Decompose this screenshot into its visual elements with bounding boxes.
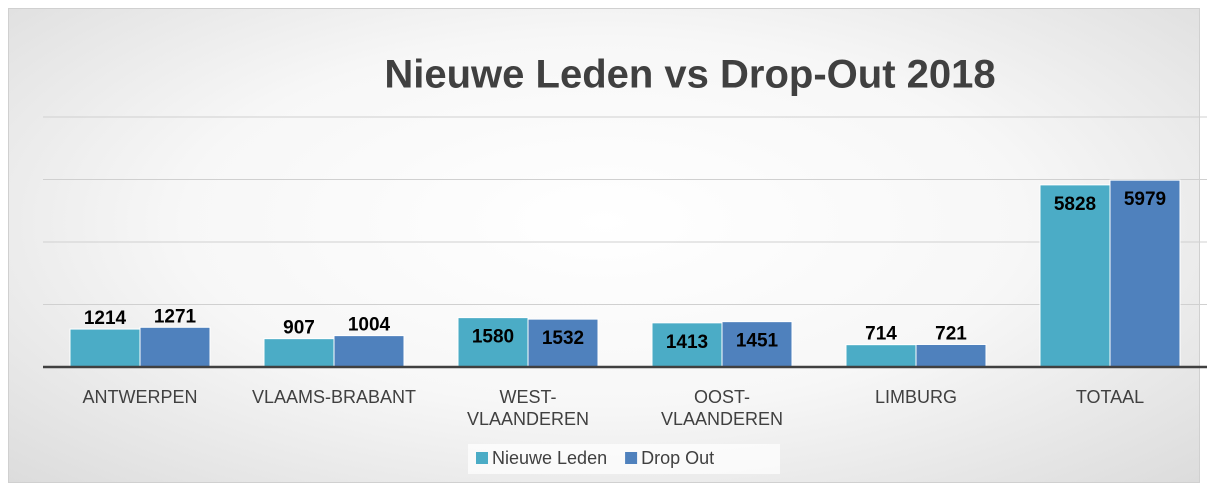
data-label: 1580 (472, 327, 514, 348)
x-tick-label: VLAAMS-BRABANT (251, 387, 417, 407)
chart-title: Nieuwe Leden vs Drop-Out 2018 (384, 53, 995, 97)
data-label: 907 (283, 318, 315, 339)
bar (457, 317, 529, 368)
bar (527, 318, 599, 368)
bar (915, 343, 987, 368)
legend-swatch (625, 452, 638, 464)
bar (1039, 184, 1111, 368)
x-tick-label: OOST- VLAANDEREN (660, 387, 784, 429)
data-label: 721 (935, 323, 967, 344)
data-label: 5828 (1054, 194, 1096, 215)
legend-background (468, 444, 780, 474)
bar (721, 321, 793, 368)
chart-frame (8, 8, 1200, 483)
data-label: 714 (865, 324, 897, 345)
bar (845, 344, 917, 368)
data-label: 1271 (154, 306, 197, 327)
x-tick-label: LIMBURG (874, 387, 957, 407)
data-label: 1004 (348, 315, 391, 336)
x-tick-label: WEST- VLAANDEREN (466, 387, 590, 429)
legend: Nieuwe Leden Drop Out (468, 444, 780, 474)
x-tick-label: TOTAAL (1075, 387, 1145, 407)
legend-swatch (476, 452, 488, 464)
data-label: 1413 (666, 332, 708, 353)
x-tick-label: ANTWERPEN (82, 387, 198, 407)
data-label: 1451 (736, 331, 779, 352)
bar (139, 326, 211, 368)
bar (333, 335, 405, 368)
data-label: 5979 (1124, 189, 1166, 210)
legend-label: Nieuwe Leden (492, 448, 607, 468)
bar (1109, 179, 1181, 368)
legend-label: Drop Out (641, 448, 714, 468)
data-label: 1214 (84, 308, 127, 329)
bar (69, 328, 141, 368)
data-label: 1532 (542, 328, 584, 349)
bar (263, 338, 335, 368)
bar (651, 322, 723, 368)
